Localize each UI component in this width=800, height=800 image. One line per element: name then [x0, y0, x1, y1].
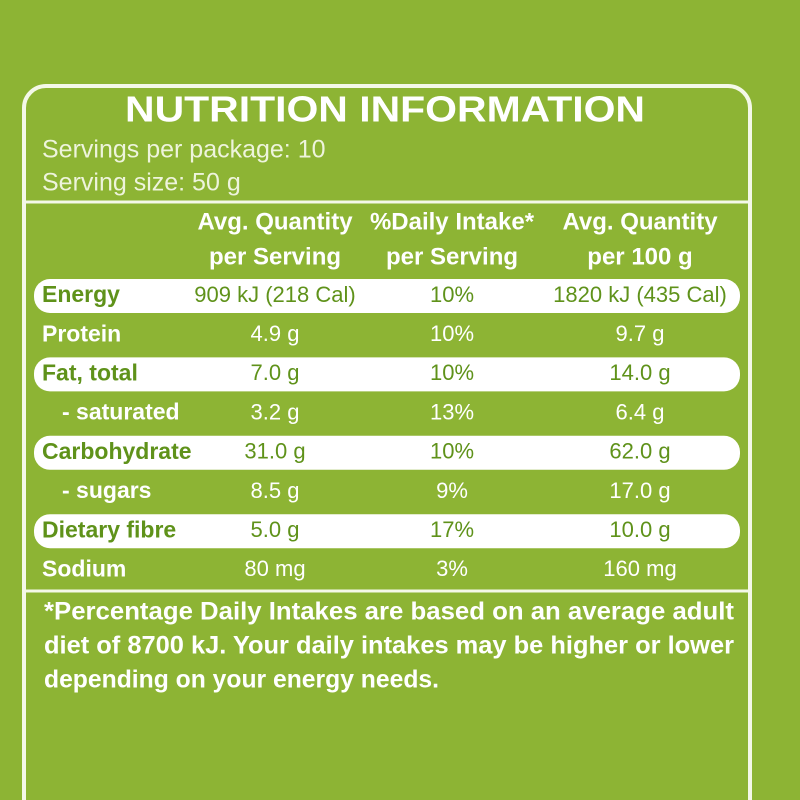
- cell-value: 13%: [430, 399, 474, 424]
- cell-value: 10%: [430, 439, 474, 464]
- cell-value: 6.4 g: [616, 399, 665, 424]
- servings-per-package: Servings per package: 10: [42, 136, 326, 164]
- row-label: Sodium: [42, 555, 126, 581]
- panel-border: [22, 84, 752, 800]
- footnote: *Percentage Daily Intakes are based on a…: [44, 598, 735, 626]
- cell-value: 10.0 g: [609, 517, 670, 542]
- footnote: diet of 8700 kJ. Your daily intakes may …: [44, 632, 734, 660]
- row-label: Protein: [42, 320, 121, 346]
- cell-value: 17%: [430, 517, 474, 542]
- cell-value: 10%: [430, 321, 474, 346]
- cell-value: 3.2 g: [251, 399, 300, 424]
- cell-value: 14.0 g: [609, 360, 670, 385]
- cell-value: 5.0 g: [251, 517, 300, 542]
- row-label: Fat, total: [42, 359, 138, 385]
- row-label: Dietary fibre: [42, 516, 176, 542]
- cell-value: 160 mg: [603, 556, 676, 581]
- cell-value: 17.0 g: [609, 478, 670, 503]
- cell-value: 10%: [430, 360, 474, 385]
- cell-value: 7.0 g: [251, 360, 300, 385]
- cell-value: 80 mg: [244, 556, 305, 581]
- row-label: - saturated: [62, 399, 180, 425]
- column-header: Avg. Quantity: [562, 208, 718, 235]
- row-label: - sugars: [62, 477, 151, 503]
- cell-value: 1820 kJ (435 Cal): [553, 282, 727, 307]
- title: NUTRITION INFORMATION: [125, 89, 645, 130]
- column-header: per Serving: [386, 243, 518, 270]
- row-label: Carbohydrate: [42, 438, 192, 464]
- column-header: per 100 g: [587, 243, 692, 270]
- cell-value: 62.0 g: [609, 439, 670, 464]
- column-header: Avg. Quantity: [197, 208, 353, 235]
- cell-value: 31.0 g: [244, 439, 305, 464]
- row-highlight: [34, 279, 740, 313]
- column-header: per Serving: [209, 243, 341, 270]
- footnote: depending on your energy needs.: [44, 666, 439, 694]
- serving-size: Serving size: 50 g: [42, 169, 241, 197]
- cell-value: 4.9 g: [251, 321, 300, 346]
- cell-value: 909 kJ (218 Cal): [194, 282, 355, 307]
- cell-value: 9%: [436, 478, 468, 503]
- row-label: Energy: [42, 281, 120, 307]
- cell-value: 10%: [430, 282, 474, 307]
- row-highlight: [34, 514, 740, 549]
- row-highlight: [34, 357, 740, 392]
- cell-value: 9.7 g: [616, 321, 665, 346]
- column-header: %Daily Intake*: [370, 208, 535, 235]
- row-highlight: [34, 435, 740, 470]
- cell-value: 3%: [436, 556, 468, 581]
- cell-value: 8.5 g: [251, 478, 300, 503]
